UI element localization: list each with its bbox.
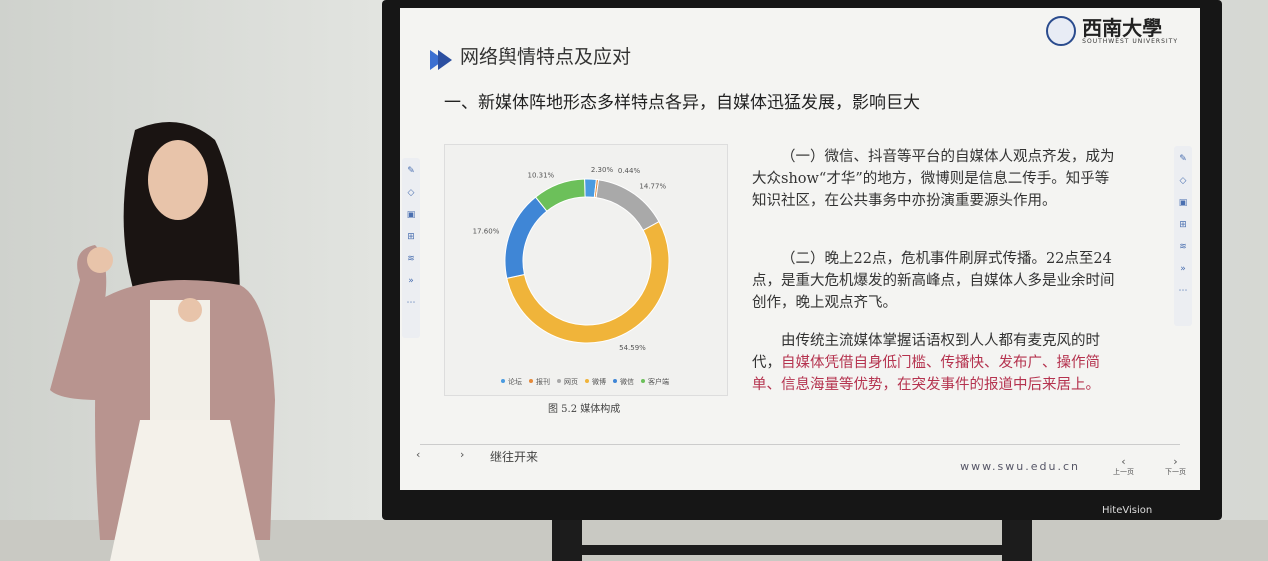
next-page-button[interactable]: › 下一页 xyxy=(1165,456,1186,477)
logo-sub: SOUTHWEST UNIVERSITY xyxy=(1082,37,1178,45)
paragraph-3-highlight: 自媒体凭借自身低门槛、传播快、发布广、操作简单、信息海量等优势，在突发事件的报道… xyxy=(752,355,1100,393)
legend-marker xyxy=(557,379,561,383)
presenter xyxy=(50,122,275,561)
collapse-icon[interactable]: » xyxy=(408,276,414,286)
pen-icon[interactable]: ✎ xyxy=(407,166,415,176)
more-icon[interactable]: ⋯ xyxy=(406,298,416,308)
website-url: www.swu.edu.cn xyxy=(960,460,1080,473)
chevron-left-icon: ‹ xyxy=(1121,455,1126,468)
footer-text: 继往开来 xyxy=(490,450,539,464)
chart-caption: 图 5.2 媒体构成 xyxy=(548,404,621,415)
title-arrow-icon xyxy=(438,50,452,70)
data-label: 2.30% xyxy=(591,166,614,174)
slide-title: 网络舆情特点及应对 xyxy=(460,46,632,68)
legend-entry: 微博 xyxy=(592,377,606,386)
donut-chart: 2.30% 0.44% 14.77% 54.59% 17.60% 10.31% 论坛 报刊 网页… xyxy=(444,144,728,396)
data-label: 0.44% xyxy=(618,167,641,175)
pen-icon[interactable]: ✎ xyxy=(1179,154,1187,164)
data-label: 14.77% xyxy=(639,182,666,190)
layers-icon[interactable]: ≋ xyxy=(407,254,415,264)
collapse-icon[interactable]: » xyxy=(1180,264,1186,274)
legend-marker xyxy=(641,379,645,383)
legend-entry: 客户端 xyxy=(648,377,669,386)
eraser-icon[interactable]: ◇ xyxy=(407,188,415,198)
paragraph-3-text: 由传统主流媒体掌握话语权到人人都有麦克风的时代， xyxy=(752,333,1100,371)
footer-divider xyxy=(420,444,1180,445)
donut-slice-客户端 xyxy=(534,178,586,212)
left-toolbar: ✎ ◇ ▣ ⊞ ≋ » ⋯ xyxy=(402,158,420,338)
logo-name: 西南大學 xyxy=(1082,15,1163,40)
data-label: 17.60% xyxy=(473,227,500,235)
paragraph-2: （二）晚上22点，危机事件刷屏式传播。22点至24点，是重大危机爆发的新高峰点，… xyxy=(752,251,1115,311)
chevron-right-icon: › xyxy=(1173,455,1178,468)
legend-entry: 论坛 xyxy=(508,377,522,386)
university-logo: 西南大學 SOUTHWEST UNIVERSITY xyxy=(1046,16,1178,46)
layers-icon[interactable]: ≋ xyxy=(1179,242,1187,252)
eraser-icon[interactable]: ◇ xyxy=(1179,176,1187,186)
donut-chart-svg: 2.30% 0.44% 14.77% 54.59% 17.60% 10.31% 论坛 报刊 网页… xyxy=(473,166,670,386)
prev-page-label: 上一页 xyxy=(1113,468,1134,476)
legend-marker xyxy=(585,379,589,383)
data-label: 54.59% xyxy=(619,344,646,352)
paragraph-3: 由传统主流媒体掌握话语权到人人都有麦克风的时代，自媒体凭借自身低门槛、传播快、发… xyxy=(752,330,1122,396)
slide-heading: 一、新媒体阵地形态多样特点各异，自媒体迅猛发展，影响巨大 xyxy=(444,93,920,113)
apps-icon[interactable]: ⊞ xyxy=(1179,220,1187,230)
legend-entry: 网页 xyxy=(564,378,578,386)
tools-icon[interactable]: ▣ xyxy=(1178,198,1188,208)
monitor-stand-bar xyxy=(552,545,1032,555)
legend-entry: 报刊 xyxy=(536,377,550,386)
monitor-brand: HiteVision xyxy=(1102,505,1153,516)
more-icon[interactable]: ⋯ xyxy=(1178,286,1188,296)
tools-icon[interactable]: ▣ xyxy=(406,210,416,220)
legend-entry: 微信 xyxy=(620,377,634,386)
data-label: 10.31% xyxy=(528,172,555,180)
paragraph-1: （一）微信、抖音等平台的自媒体人观点齐发，成为大众show“才华”的地方，微博则… xyxy=(752,149,1115,209)
next-page-label: 下一页 xyxy=(1165,468,1186,476)
right-toolbar: ✎ ◇ ▣ ⊞ ≋ » ⋯ xyxy=(1174,146,1192,326)
legend-marker xyxy=(501,379,505,383)
donut-slice-微信 xyxy=(504,196,548,279)
presentation-slide: 网络舆情特点及应对 西南大學 SOUTHWEST UNIVERSITY 一、新媒… xyxy=(400,8,1200,490)
prev-page-button-left[interactable]: ‹ xyxy=(416,448,421,461)
legend-marker xyxy=(613,379,617,383)
apps-icon[interactable]: ⊞ xyxy=(407,232,415,242)
university-seal-icon xyxy=(1046,16,1077,46)
next-page-button-left[interactable]: › xyxy=(460,448,465,461)
donut-slice-微博 xyxy=(506,220,670,344)
legend-marker xyxy=(529,379,533,383)
prev-page-button[interactable]: ‹ 上一页 xyxy=(1113,456,1134,477)
